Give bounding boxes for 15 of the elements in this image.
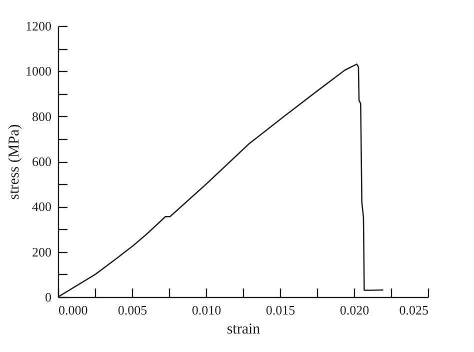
- x-tick-label: 0.020: [340, 302, 370, 318]
- y-tick-label: 1200: [26, 18, 52, 34]
- y-tick-label: 600: [32, 154, 52, 169]
- x-tick-label: 0.010: [192, 302, 222, 318]
- x-tick-label: 0.005: [118, 302, 148, 318]
- x-tick-label: 0.015: [266, 302, 296, 318]
- x-tick-label: 0.025: [399, 302, 428, 318]
- x-tick-label: 0.000: [58, 302, 88, 318]
- x-axis-title: strain: [226, 322, 261, 338]
- y-tick-label: 1000: [26, 64, 52, 79]
- y-tick-label: 0: [45, 290, 52, 304]
- y-tick-label: 200: [32, 244, 52, 260]
- y-tick-label: 800: [32, 108, 52, 124]
- y-axis-title: stress (MPa): [6, 124, 22, 200]
- y-tick-label: 400: [32, 199, 52, 214]
